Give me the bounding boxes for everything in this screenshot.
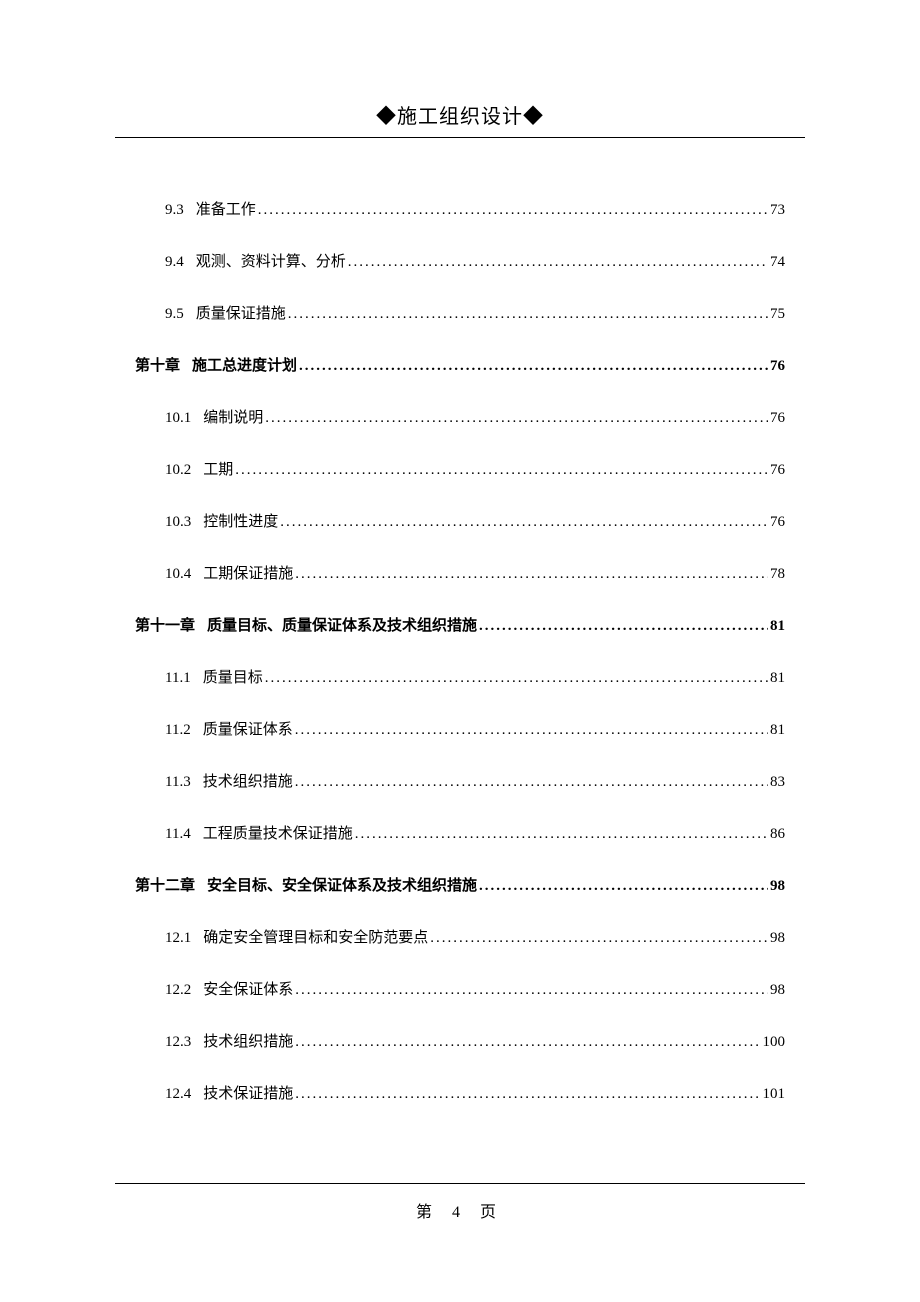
toc-entry-label: 工期 <box>203 458 233 479</box>
toc-entry-number: 10.1 <box>165 410 191 427</box>
toc-entry: 第十一章质量目标、质量保证体系及技术组织措施..................… <box>135 614 785 635</box>
toc-entry-number: 12.1 <box>165 930 191 947</box>
toc-entry-number: 9.3 <box>165 202 184 219</box>
toc-entry-page: 98 <box>770 930 785 947</box>
toc-leader-dots: ........................................… <box>288 306 768 323</box>
toc-entry-label: 编制说明 <box>203 406 263 427</box>
toc-entry-number: 第十一章 <box>135 614 195 635</box>
toc-entry-page: 98 <box>770 982 785 999</box>
toc-leader-dots: ........................................… <box>258 202 768 219</box>
toc-entry-number: 第十二章 <box>135 874 195 895</box>
toc-leader-dots: ........................................… <box>355 826 768 843</box>
toc-entry-number: 9.5 <box>165 306 184 323</box>
toc-leader-dots: ........................................… <box>299 358 768 375</box>
toc-entry-page: 76 <box>770 358 785 375</box>
toc-content: 9.3 准备工作.................................… <box>115 198 805 1103</box>
toc-entry-label: 工期保证措施 <box>203 562 293 583</box>
page-number: 第 4 页 <box>115 1198 805 1222</box>
toc-entry-page: 76 <box>770 410 785 427</box>
toc-entry: 9.3 准备工作.................................… <box>135 198 785 219</box>
toc-entry-number: 11.3 <box>165 774 191 791</box>
toc-leader-dots: ........................................… <box>479 618 768 635</box>
toc-leader-dots: ........................................… <box>295 566 768 583</box>
toc-entry-number: 11.2 <box>165 722 191 739</box>
toc-entry: 10.3 控制性进度...............................… <box>135 510 785 531</box>
toc-entry-page: 73 <box>770 202 785 219</box>
toc-entry: 12.1 确定安全管理目标和安全防范要点.....................… <box>135 926 785 947</box>
toc-entry: 12.4 技术保证措施..............................… <box>135 1082 785 1103</box>
toc-entry-label: 技术组织措施 <box>203 770 293 791</box>
toc-entry-label: 工程质量技术保证措施 <box>203 822 353 843</box>
toc-leader-dots: ........................................… <box>265 410 768 427</box>
toc-entry-label: 观测、资料计算、分析 <box>196 250 346 271</box>
toc-entry-label: 质量目标 <box>203 666 263 687</box>
toc-leader-dots: ........................................… <box>265 670 768 687</box>
toc-leader-dots: ........................................… <box>235 462 768 479</box>
toc-leader-dots: ........................................… <box>295 982 768 999</box>
toc-entry-label: 施工总进度计划 <box>192 354 297 375</box>
toc-entry-page: 75 <box>770 306 785 323</box>
toc-entry-number: 11.4 <box>165 826 191 843</box>
toc-leader-dots: ........................................… <box>295 1034 760 1051</box>
toc-entry-number: 10.2 <box>165 462 191 479</box>
toc-entry-page: 98 <box>770 878 785 895</box>
toc-entry-number: 9.4 <box>165 254 184 271</box>
toc-entry-page: 101 <box>763 1086 786 1103</box>
toc-entry-page: 83 <box>770 774 785 791</box>
toc-entry-page: 81 <box>770 670 785 687</box>
toc-entry: 9.4 观测、资料计算、分析...........................… <box>135 250 785 271</box>
toc-entry-number: 10.3 <box>165 514 191 531</box>
toc-entry: 10.1 编制说明................................… <box>135 406 785 427</box>
toc-entry: 12.3 技术组织措施..............................… <box>135 1030 785 1051</box>
toc-entry-page: 78 <box>770 566 785 583</box>
toc-leader-dots: ........................................… <box>295 774 768 791</box>
toc-entry: 第十二章安全目标、安全保证体系及技术组织措施..................… <box>135 874 785 895</box>
toc-leader-dots: ........................................… <box>295 722 768 739</box>
toc-entry-label: 准备工作 <box>196 198 256 219</box>
toc-entry-label: 质量保证体系 <box>203 718 293 739</box>
toc-entry: 12.2 安全保证体系..............................… <box>135 978 785 999</box>
toc-entry-number: 10.4 <box>165 566 191 583</box>
toc-entry: 11.3 技术组织措施..............................… <box>135 770 785 791</box>
toc-entry: 10.4 工期保证措施..............................… <box>135 562 785 583</box>
toc-leader-dots: ........................................… <box>280 514 768 531</box>
toc-entry: 11.1 质量目标................................… <box>135 666 785 687</box>
toc-leader-dots: ........................................… <box>295 1086 760 1103</box>
page-container: ◆施工组织设计◆ 9.3 准备工作........................… <box>0 0 920 1103</box>
toc-entry-label: 质量目标、质量保证体系及技术组织措施 <box>207 614 477 635</box>
toc-entry-label: 技术保证措施 <box>203 1082 293 1103</box>
page-footer: 第 4 页 <box>115 1183 805 1222</box>
toc-entry: 11.2 质量保证体系..............................… <box>135 718 785 739</box>
toc-entry-label: 技术组织措施 <box>203 1030 293 1051</box>
toc-entry: 第十章施工总进度计划..............................… <box>135 354 785 375</box>
toc-entry-page: 76 <box>770 514 785 531</box>
toc-entry: 11.4 工程质量技术保证措施..........................… <box>135 822 785 843</box>
toc-entry-label: 质量保证措施 <box>196 302 286 323</box>
page-header: ◆施工组织设计◆ <box>115 100 805 138</box>
toc-entry-label: 安全保证体系 <box>203 978 293 999</box>
toc-entry-number: 12.2 <box>165 982 191 999</box>
toc-entry-number: 12.4 <box>165 1086 191 1103</box>
toc-entry-number: 第十章 <box>135 354 180 375</box>
toc-leader-dots: ........................................… <box>430 930 768 947</box>
header-title: ◆施工组织设计◆ <box>115 100 805 129</box>
toc-entry-number: 11.1 <box>165 670 191 687</box>
toc-entry-label: 安全目标、安全保证体系及技术组织措施 <box>207 874 477 895</box>
toc-leader-dots: ........................................… <box>479 878 768 895</box>
toc-entry-page: 81 <box>770 722 785 739</box>
toc-entry-label: 确定安全管理目标和安全防范要点 <box>203 926 428 947</box>
toc-entry: 9.5 质量保证措施...............................… <box>135 302 785 323</box>
toc-entry-page: 81 <box>770 618 785 635</box>
toc-entry-page: 100 <box>763 1034 786 1051</box>
toc-entry-page: 74 <box>770 254 785 271</box>
toc-entry-page: 76 <box>770 462 785 479</box>
toc-entry-number: 12.3 <box>165 1034 191 1051</box>
toc-entry: 10.2 工期..................................… <box>135 458 785 479</box>
toc-entry-label: 控制性进度 <box>203 510 278 531</box>
toc-entry-page: 86 <box>770 826 785 843</box>
toc-leader-dots: ........................................… <box>348 254 768 271</box>
